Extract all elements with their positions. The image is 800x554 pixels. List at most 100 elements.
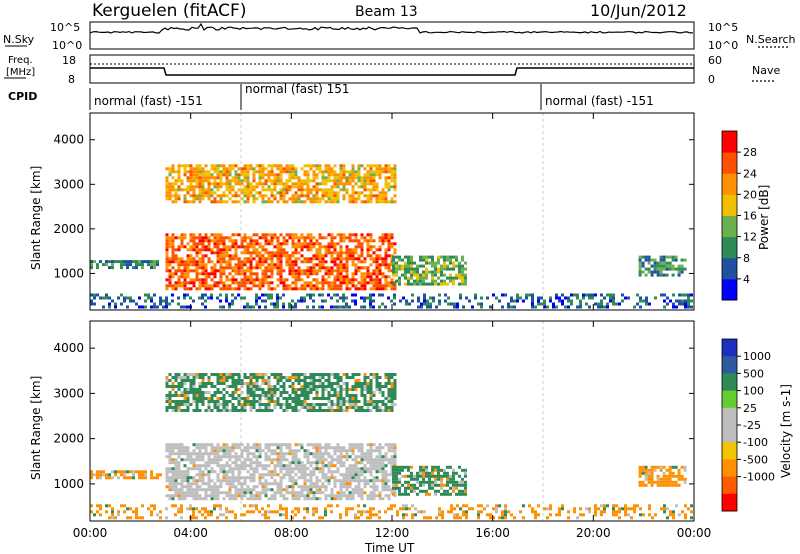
heatmap-cell <box>207 464 211 468</box>
heatmap-cell <box>219 200 223 204</box>
heatmap-cell <box>668 474 672 478</box>
heatmap-cell <box>321 403 325 406</box>
heatmap-cell <box>303 287 307 291</box>
heatmap-cell <box>198 458 202 462</box>
heatmap-cell <box>180 494 184 498</box>
heatmap-cell <box>461 282 464 286</box>
heatmap-cell <box>384 488 388 492</box>
heatmap-cell <box>303 516 306 520</box>
heatmap-cell <box>183 164 187 168</box>
heatmap-cell <box>186 488 190 492</box>
heatmap-cell <box>411 299 414 303</box>
heatmap-cell <box>549 504 552 508</box>
heatmap-cell <box>327 233 331 237</box>
heatmap-cell <box>225 293 228 297</box>
heatmap-cell <box>207 391 211 394</box>
nsearch-label: N.Search <box>746 33 796 46</box>
heatmap-cell <box>222 260 226 264</box>
heatmap-cell <box>237 467 241 471</box>
heatmap-cell <box>231 497 235 501</box>
heatmap-cell <box>282 455 286 459</box>
heatmap-cell <box>252 251 256 255</box>
heatmap-cell <box>174 464 178 468</box>
heatmap-cell <box>303 373 307 376</box>
heatmap-cell <box>267 197 271 201</box>
heatmap-cell <box>294 461 298 465</box>
heatmap-cell <box>644 465 648 469</box>
heatmap-cell <box>390 200 394 204</box>
heatmap-cell <box>387 266 391 270</box>
heatmap-cell <box>210 494 214 498</box>
x-tick-label: 12:00 <box>375 526 410 540</box>
heatmap-cell <box>464 480 467 484</box>
heatmap-cell <box>345 476 349 480</box>
heatmap-cell <box>243 461 247 465</box>
heatmap-cell <box>384 278 388 282</box>
heatmap-cell <box>674 480 678 484</box>
heatmap-cell <box>174 485 178 489</box>
heatmap-cell <box>177 185 181 189</box>
heatmap-cell <box>222 242 226 246</box>
heatmap-cell <box>315 452 319 456</box>
heatmap-cell <box>384 233 388 237</box>
heatmap-cell <box>360 200 364 204</box>
heatmap-cell <box>419 465 422 469</box>
heatmap-cell <box>273 449 277 453</box>
heatmap-cell <box>261 388 265 391</box>
heatmap-cell <box>459 516 462 520</box>
heatmap-cell <box>204 488 208 492</box>
heatmap-cell <box>201 403 205 406</box>
heatmap-cell <box>171 248 175 252</box>
heatmap-cell <box>294 176 298 180</box>
heatmap-cell <box>306 458 310 462</box>
heatmap-cell <box>258 376 262 379</box>
heatmap-cell <box>279 485 283 489</box>
heatmap-cell <box>285 257 289 261</box>
heatmap-cell <box>165 470 169 474</box>
heatmap-cell <box>228 400 232 403</box>
heatmap-cell <box>666 302 669 306</box>
heatmap-cell <box>407 483 410 487</box>
heatmap-cell <box>105 296 108 300</box>
heatmap-cell <box>225 455 229 459</box>
heatmap-cell <box>372 194 376 198</box>
heatmap-cell <box>477 302 480 306</box>
heatmap-cell <box>360 272 364 276</box>
heatmap-cell <box>432 296 435 300</box>
cpid-segment-1: normal (fast) -151 <box>94 94 203 108</box>
heatmap-cell <box>222 388 226 391</box>
heatmap-cell <box>306 391 310 394</box>
heatmap-cell <box>434 270 437 274</box>
heatmap-cell <box>312 406 316 409</box>
heatmap-cell <box>437 471 440 475</box>
heatmap-cell <box>378 191 382 195</box>
heatmap-cell <box>357 510 360 514</box>
heatmap-cell <box>144 476 147 480</box>
heatmap-cell <box>446 480 449 484</box>
velocity-colorbar-label: Velocity [m s-1] <box>779 384 793 478</box>
heatmap-cell <box>354 461 358 465</box>
heatmap-cell <box>681 299 684 303</box>
heatmap-cell <box>243 233 247 237</box>
heatmap-cell <box>261 507 264 511</box>
heatmap-cell <box>249 269 253 273</box>
heatmap-cell <box>108 296 111 300</box>
heatmap-cell <box>183 170 187 174</box>
heatmap-cell <box>228 272 232 276</box>
heatmap-cell <box>183 464 187 468</box>
heatmap-cell <box>189 260 193 264</box>
heatmap-cell <box>327 191 331 195</box>
heatmap-cell <box>366 281 370 285</box>
heatmap-cell <box>398 480 401 484</box>
heatmap-cell <box>624 507 627 511</box>
heatmap-cell <box>549 507 552 511</box>
heatmap-cell <box>108 266 111 270</box>
heatmap-cell <box>416 279 419 283</box>
heatmap-cell <box>198 200 202 204</box>
heatmap-cell <box>216 494 220 498</box>
heatmap-cell <box>246 179 250 183</box>
heatmap-cell <box>177 464 181 468</box>
heatmap-cell <box>291 167 295 171</box>
colorbar-swatch <box>722 131 737 153</box>
heatmap-cell <box>375 470 379 474</box>
